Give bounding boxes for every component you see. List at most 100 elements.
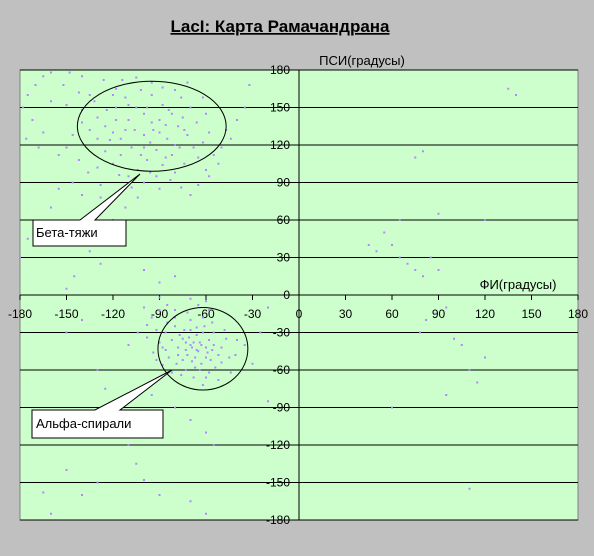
data-point <box>108 139 111 141</box>
data-point <box>208 131 211 134</box>
data-point <box>99 196 102 199</box>
data-point <box>186 134 189 136</box>
data-point <box>177 346 180 349</box>
beta-sheet-ellipse <box>76 80 227 172</box>
data-point <box>186 311 189 314</box>
y-tick-label: 150 <box>270 101 290 115</box>
data-point <box>150 94 153 96</box>
data-point <box>201 141 204 144</box>
beta-callout-label: Бета-тяжи <box>36 225 98 240</box>
beta-callout-box <box>32 173 141 247</box>
data-points <box>19 71 517 515</box>
x-tick-label: -180 <box>8 307 32 321</box>
data-point <box>177 125 180 128</box>
data-point <box>184 369 187 371</box>
data-point <box>201 316 204 319</box>
alpha-callout-box <box>31 369 173 439</box>
data-point <box>391 406 393 409</box>
data-point <box>71 181 74 184</box>
data-point <box>214 366 217 369</box>
data-point <box>186 81 189 84</box>
data-point <box>225 337 228 340</box>
data-point <box>174 275 176 278</box>
data-point <box>26 237 29 240</box>
data-point <box>209 359 212 361</box>
data-point <box>34 84 37 86</box>
data-point <box>186 354 189 356</box>
data-point <box>96 116 99 119</box>
data-point <box>192 376 195 379</box>
data-point <box>189 194 192 196</box>
data-point <box>212 344 215 346</box>
x-tick-label: 0 <box>296 307 303 321</box>
data-point <box>198 341 201 344</box>
data-point <box>167 109 170 111</box>
y-tick-label: -120 <box>266 438 290 452</box>
y-tick-label: -180 <box>266 513 290 527</box>
data-point <box>208 309 211 311</box>
data-point <box>22 106 25 109</box>
data-point <box>183 162 186 165</box>
y-tick-label: 0 <box>283 288 290 302</box>
data-point <box>65 287 68 290</box>
data-point <box>158 494 161 496</box>
data-point <box>195 349 198 351</box>
y-tick-label: -30 <box>273 326 291 340</box>
x-tick-label: -90 <box>151 307 169 321</box>
data-point <box>93 100 96 103</box>
data-point <box>205 512 207 515</box>
data-point <box>81 75 83 78</box>
data-point <box>166 304 169 306</box>
data-point <box>197 156 200 159</box>
data-point <box>164 349 167 351</box>
data-point <box>127 344 130 346</box>
data-point <box>217 162 220 165</box>
data-point <box>484 356 486 359</box>
data-point <box>127 104 130 106</box>
data-point <box>205 376 207 379</box>
data-point <box>104 125 107 128</box>
y-tick-label: -150 <box>266 476 290 490</box>
data-point <box>130 186 133 189</box>
data-point <box>174 171 176 174</box>
data-point <box>50 71 52 74</box>
data-point <box>161 364 164 366</box>
data-point <box>189 329 192 331</box>
data-point <box>177 354 180 356</box>
data-point <box>37 146 40 149</box>
data-point <box>414 156 417 159</box>
x-tick-label: -120 <box>101 307 125 321</box>
data-point <box>42 75 45 78</box>
data-point <box>112 162 114 165</box>
data-point <box>166 321 169 324</box>
data-point <box>57 154 60 156</box>
data-point <box>104 150 107 153</box>
data-point <box>229 371 232 374</box>
data-point <box>205 112 207 115</box>
data-point <box>136 331 139 334</box>
data-point <box>77 91 80 94</box>
data-point <box>164 124 167 126</box>
data-point <box>484 219 486 221</box>
data-point <box>150 316 153 319</box>
data-point <box>65 146 68 149</box>
data-point <box>127 119 130 121</box>
data-point <box>136 196 139 199</box>
data-point <box>194 366 197 369</box>
data-point <box>65 331 68 334</box>
data-point <box>192 146 195 149</box>
data-point <box>146 106 149 109</box>
data-point <box>205 169 207 171</box>
data-point <box>181 116 184 119</box>
data-point <box>170 339 173 341</box>
data-point <box>174 309 176 311</box>
y-tick-label: 120 <box>270 138 290 152</box>
data-point <box>220 146 223 149</box>
data-point <box>135 462 138 465</box>
y-tick-label: -60 <box>273 363 291 377</box>
data-point <box>174 316 176 319</box>
data-point <box>136 169 139 171</box>
data-point <box>211 321 214 324</box>
data-point <box>406 262 409 265</box>
